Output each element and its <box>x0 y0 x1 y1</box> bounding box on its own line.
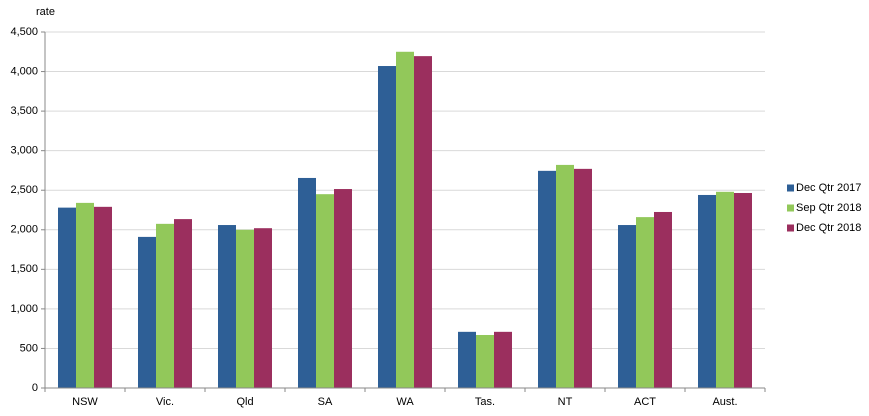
bar <box>58 207 76 388</box>
legend-swatch <box>787 224 794 232</box>
bar <box>378 66 396 389</box>
x-tick-label: Aust. <box>712 396 737 408</box>
bar <box>316 194 334 388</box>
bar <box>156 223 174 388</box>
bar <box>298 177 316 388</box>
y-axis-label: rate <box>36 6 55 18</box>
bar <box>334 189 352 388</box>
x-tick-label: SA <box>318 396 333 408</box>
bar <box>698 194 716 388</box>
legend-swatch <box>787 204 794 212</box>
bar <box>396 51 414 389</box>
y-tick-label: 4,500 <box>10 26 38 38</box>
bar <box>734 192 752 388</box>
bar <box>174 219 192 388</box>
x-tick-label: ACT <box>634 396 656 408</box>
bar <box>618 225 636 388</box>
y-tick-label: 3,000 <box>10 145 38 157</box>
bar <box>636 217 654 388</box>
y-tick-label: 2,000 <box>10 224 38 236</box>
bar <box>94 206 112 388</box>
bar <box>574 168 592 388</box>
x-tick-label: Qld <box>236 396 253 408</box>
bar <box>254 228 272 388</box>
x-tick-label: Vic. <box>156 396 174 408</box>
bar <box>76 202 94 388</box>
y-tick-label: 2,500 <box>10 184 38 196</box>
legend-label: Dec Qtr 2018 <box>796 222 861 234</box>
x-tick-label: NT <box>558 396 573 408</box>
y-tick-label: 1,500 <box>10 263 38 275</box>
x-tick-label: Tas. <box>475 396 495 408</box>
bar <box>654 211 672 388</box>
legend-label: Dec Qtr 2017 <box>796 182 861 194</box>
y-tick-label: 500 <box>20 342 38 354</box>
bar <box>716 191 734 388</box>
x-tick-label: NSW <box>72 396 98 408</box>
y-tick-label: 3,500 <box>10 105 38 117</box>
bar <box>494 331 512 388</box>
bar <box>538 170 556 388</box>
y-tick-label: 4,000 <box>10 65 38 77</box>
legend-swatch <box>787 184 794 192</box>
bar <box>138 236 156 388</box>
bar <box>556 164 574 388</box>
bar <box>218 225 236 388</box>
y-tick-label: 0 <box>32 382 38 394</box>
bar <box>476 334 494 388</box>
x-tick-label: WA <box>396 396 414 408</box>
legend-label: Sep Qtr 2018 <box>796 202 861 214</box>
y-tick-label: 1,000 <box>10 303 38 315</box>
bar <box>458 331 476 388</box>
bar <box>414 56 432 389</box>
bar <box>236 229 254 388</box>
